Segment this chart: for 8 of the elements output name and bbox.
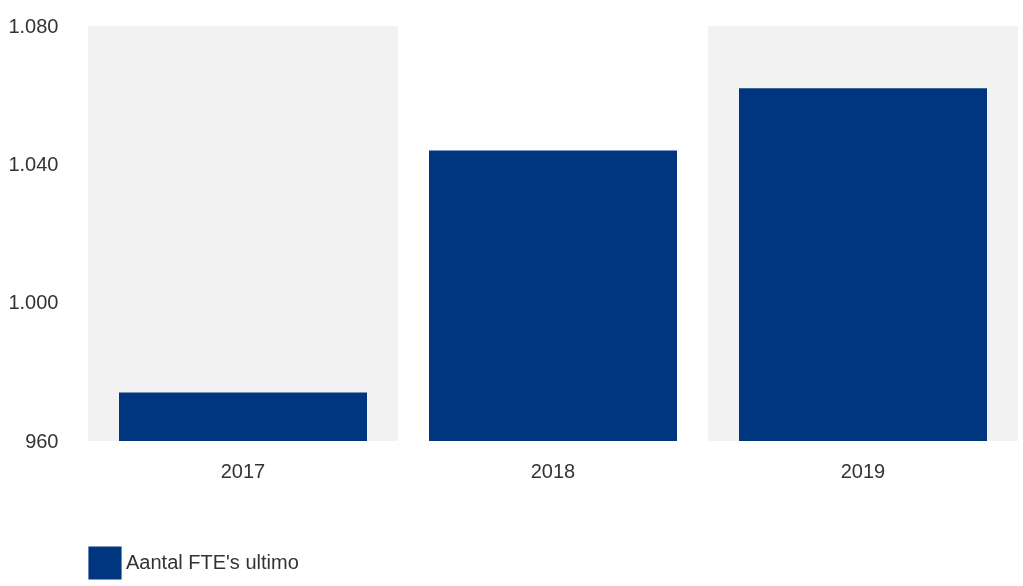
y-tick-label: 1.040	[8, 152, 59, 175]
y-tick-label: 1.000	[8, 291, 59, 314]
x-tick-label: 2017	[220, 459, 266, 482]
y-tick-label: 960	[25, 429, 59, 452]
legend-label: Aantal FTE's ultimo	[126, 551, 299, 573]
y-tick-label: 1.080	[8, 14, 59, 37]
x-tick-label: 2018	[530, 459, 576, 482]
x-tick-label: 2019	[840, 459, 886, 482]
